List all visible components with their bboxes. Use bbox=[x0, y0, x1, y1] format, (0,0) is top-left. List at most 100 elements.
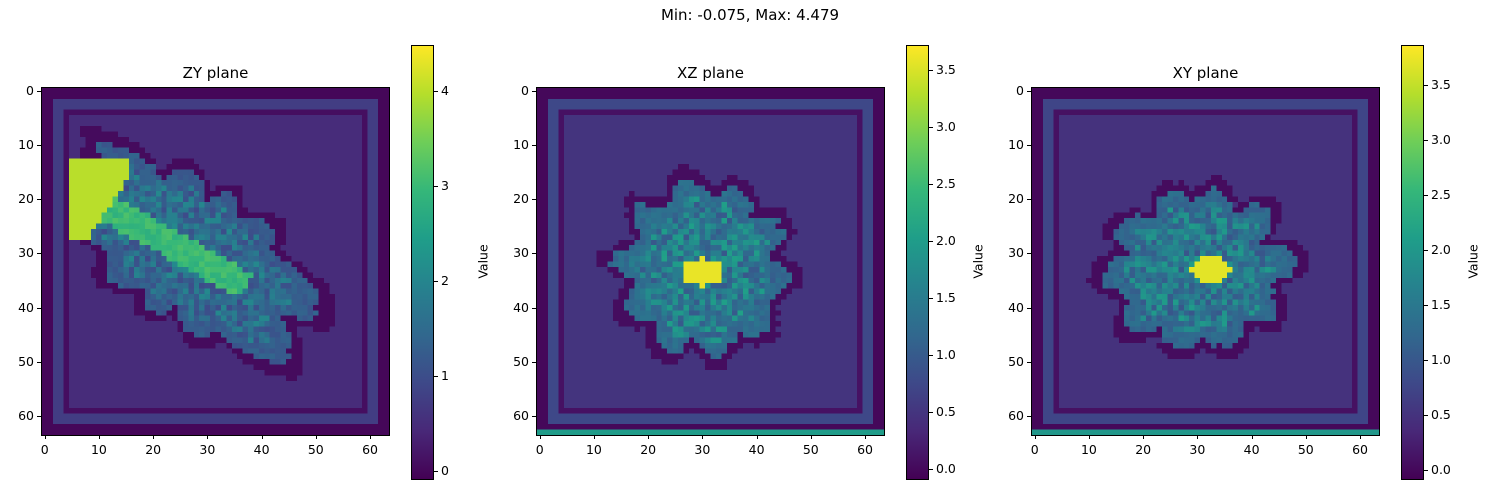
heatmap-image bbox=[41, 87, 390, 436]
x-tick-label: 0 bbox=[40, 442, 49, 457]
colorbar-tick-label: 0.0 bbox=[936, 461, 956, 477]
x-tick-label: 20 bbox=[145, 442, 162, 457]
x-tick-mark bbox=[44, 435, 46, 439]
y-tick-label: 10 bbox=[18, 136, 34, 152]
x-tick-mark bbox=[648, 435, 650, 439]
y-tick-mark bbox=[37, 253, 41, 255]
x-tick-mark bbox=[1251, 435, 1253, 439]
y-tick-label: 20 bbox=[18, 191, 34, 207]
colorbar-tick-label: 3.5 bbox=[936, 62, 956, 78]
colorbar-tick-mark bbox=[929, 184, 933, 186]
colorbar-tick-label: 3.0 bbox=[936, 119, 956, 135]
y-tick-mark bbox=[532, 199, 536, 201]
x-tick-mark bbox=[315, 435, 317, 439]
y-tick-mark bbox=[532, 361, 536, 363]
x-tick-label: 10 bbox=[90, 442, 107, 457]
y-tick-mark bbox=[1027, 416, 1031, 418]
y-tick-mark bbox=[1027, 307, 1031, 309]
y-tick-label: 10 bbox=[513, 136, 529, 152]
x-tick-mark bbox=[153, 435, 155, 439]
x-tick-mark bbox=[756, 435, 758, 439]
x-tick-label: 60 bbox=[362, 442, 378, 457]
y-tick-label: 50 bbox=[513, 353, 529, 369]
colorbar-tick-label: 2.0 bbox=[1431, 241, 1451, 257]
colorbar-tick-label: 4 bbox=[441, 82, 449, 98]
colorbar-tick-label: 2.5 bbox=[1431, 186, 1451, 202]
colorbar-label: Value bbox=[970, 243, 986, 279]
y-tick-label: 60 bbox=[18, 408, 34, 424]
colorbar-tick-mark bbox=[1424, 469, 1428, 471]
colorbar-tick-mark bbox=[1424, 249, 1428, 251]
x-tick-label: 30 bbox=[694, 442, 711, 457]
x-tick-mark bbox=[98, 435, 100, 439]
x-tick-label: 0 bbox=[1030, 442, 1039, 457]
y-tick-mark bbox=[1027, 199, 1031, 201]
x-tick-label: 40 bbox=[253, 442, 270, 457]
x-tick-label: 0 bbox=[535, 442, 544, 457]
y-tick-mark bbox=[37, 144, 41, 146]
colorbar-label: Value bbox=[1465, 243, 1481, 279]
x-tick-label: 60 bbox=[1352, 442, 1368, 457]
colorbar-tick-mark bbox=[434, 90, 438, 92]
y-tick-label: 30 bbox=[18, 245, 34, 261]
x-tick-label: 40 bbox=[1243, 442, 1260, 457]
x-tick-mark bbox=[370, 435, 372, 439]
colorbar-tick-mark bbox=[929, 355, 933, 357]
colorbar-tick-label: 1.0 bbox=[1431, 351, 1451, 367]
x-tick-mark bbox=[865, 435, 867, 439]
colorbar bbox=[906, 45, 929, 480]
colorbar-tick-mark bbox=[929, 298, 933, 300]
x-tick-mark bbox=[539, 435, 541, 439]
colorbar-tick-mark bbox=[1424, 304, 1428, 306]
y-tick-label: 60 bbox=[513, 408, 529, 424]
colorbar bbox=[1401, 45, 1424, 480]
colorbar-tick-label: 2.5 bbox=[936, 176, 956, 192]
x-tick-mark bbox=[261, 435, 263, 439]
x-tick-label: 20 bbox=[1135, 442, 1152, 457]
y-tick-mark bbox=[1027, 90, 1031, 92]
x-tick-label: 40 bbox=[748, 442, 765, 457]
panel-title: ZY plane bbox=[182, 64, 249, 82]
x-tick-mark bbox=[702, 435, 704, 439]
heatmap-image bbox=[536, 87, 885, 436]
colorbar-tick-label: 1 bbox=[441, 367, 449, 383]
colorbar-tick-label: 0 bbox=[441, 462, 449, 478]
y-tick-label: 30 bbox=[1008, 245, 1024, 261]
colorbar-tick-label: 0.5 bbox=[936, 404, 956, 420]
x-tick-mark bbox=[593, 435, 595, 439]
y-tick-label: 10 bbox=[1008, 136, 1024, 152]
colorbar-tick-mark bbox=[929, 469, 933, 471]
x-tick-mark bbox=[1360, 435, 1362, 439]
colorbar bbox=[411, 45, 434, 480]
colorbar-tick-mark bbox=[434, 375, 438, 377]
colorbar-tick-mark bbox=[1424, 194, 1428, 196]
y-tick-label: 40 bbox=[1008, 299, 1024, 315]
y-tick-mark bbox=[532, 253, 536, 255]
colorbar-tick-label: 1.5 bbox=[1431, 296, 1451, 312]
x-tick-mark bbox=[810, 435, 812, 439]
y-tick-label: 40 bbox=[513, 299, 529, 315]
colorbar-tick-label: 3 bbox=[441, 177, 449, 193]
colorbar-tick-label: 0.0 bbox=[1431, 461, 1451, 477]
colorbar-tick-mark bbox=[929, 70, 933, 72]
y-tick-label: 20 bbox=[1008, 191, 1024, 207]
heatmap-image bbox=[1031, 87, 1380, 436]
x-tick-label: 50 bbox=[802, 442, 819, 457]
colorbar-tick-label: 1.0 bbox=[936, 347, 956, 363]
y-tick-mark bbox=[37, 416, 41, 418]
colorbar-label: Value bbox=[475, 243, 491, 279]
y-tick-label: 30 bbox=[513, 245, 529, 261]
y-tick-label: 40 bbox=[18, 299, 34, 315]
y-tick-mark bbox=[37, 90, 41, 92]
y-tick-label: 50 bbox=[18, 353, 34, 369]
y-tick-mark bbox=[1027, 253, 1031, 255]
y-tick-mark bbox=[37, 361, 41, 363]
panel-title: XZ plane bbox=[677, 64, 744, 82]
y-tick-label: 0 bbox=[521, 82, 529, 98]
colorbar-tick-label: 3.0 bbox=[1431, 131, 1451, 147]
y-tick-mark bbox=[532, 90, 536, 92]
x-tick-label: 10 bbox=[1080, 442, 1097, 457]
x-tick-label: 20 bbox=[640, 442, 657, 457]
y-tick-label: 60 bbox=[1008, 408, 1024, 424]
colorbar-tick-mark bbox=[929, 412, 933, 414]
